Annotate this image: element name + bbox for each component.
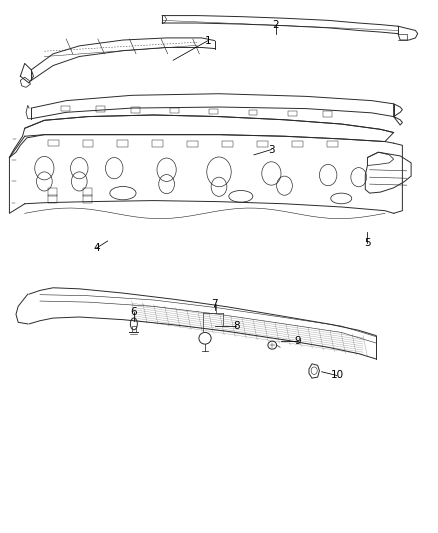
Bar — [292, 141, 303, 147]
Bar — [48, 195, 57, 203]
Text: 9: 9 — [294, 336, 301, 346]
Bar — [61, 106, 70, 111]
Bar — [48, 140, 59, 147]
Bar — [323, 111, 332, 117]
Text: 7: 7 — [211, 298, 218, 309]
Bar — [222, 141, 233, 147]
Text: 6: 6 — [131, 306, 137, 317]
Bar — [131, 107, 140, 112]
Bar — [117, 140, 128, 147]
Text: 1: 1 — [205, 36, 212, 45]
Bar — [288, 111, 297, 116]
Text: 3: 3 — [268, 144, 275, 155]
Bar — [257, 141, 268, 147]
Bar — [83, 195, 92, 203]
Bar — [48, 188, 57, 196]
Bar — [249, 110, 258, 115]
Bar — [152, 141, 163, 147]
Bar — [83, 188, 92, 196]
Text: 8: 8 — [233, 321, 240, 331]
Bar — [187, 141, 198, 147]
Text: 4: 4 — [93, 243, 100, 253]
Text: 5: 5 — [364, 238, 371, 247]
Bar — [170, 108, 179, 114]
Bar — [327, 141, 338, 148]
Bar — [96, 107, 105, 112]
Text: 2: 2 — [272, 20, 279, 30]
Text: 10: 10 — [330, 370, 343, 381]
Bar — [209, 109, 218, 114]
Bar — [82, 140, 93, 147]
